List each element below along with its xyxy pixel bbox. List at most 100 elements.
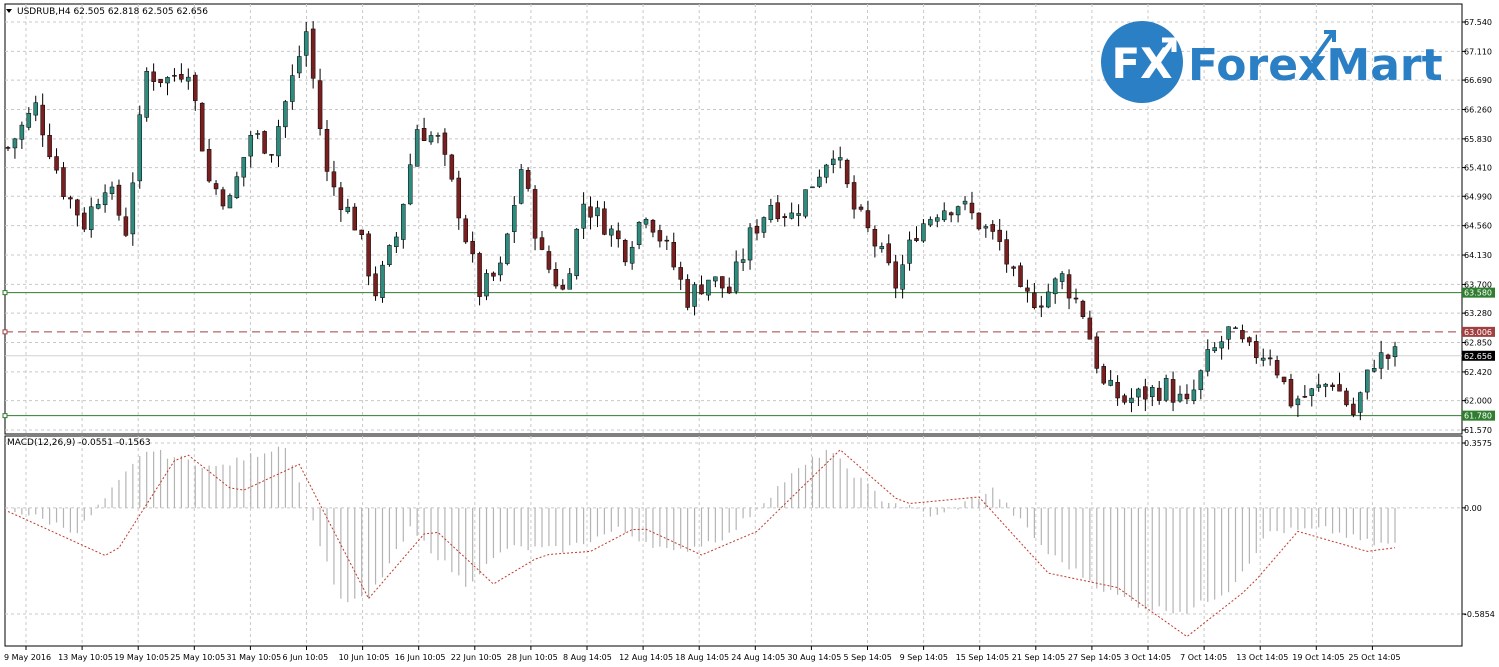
candle-body-bull (165, 77, 170, 84)
candle-body-bull (1046, 291, 1051, 308)
level-price-label: 63.006 (1464, 328, 1492, 337)
candle-body-bear (1087, 317, 1093, 340)
candle-body-bear (1351, 403, 1356, 416)
candle-body-bear (1143, 386, 1148, 400)
time-tick-label: 3 Oct 14:05 (1124, 653, 1171, 662)
candle-body-bear (1385, 354, 1391, 359)
candle-body-bull (928, 219, 933, 226)
candle-body-bear (477, 253, 482, 297)
time-tick-label: 27 Sep 14:05 (1068, 653, 1121, 662)
candle-body-bull (643, 219, 649, 225)
candle-body-bull (26, 112, 32, 128)
price-tick-label: 61.570 (1464, 426, 1492, 435)
candle-body-bear (192, 74, 198, 101)
candle-body-bear (1240, 330, 1245, 340)
candle-body-bear (1115, 382, 1120, 399)
price-tick-label: 65.830 (1464, 135, 1492, 144)
candle-body-bull (747, 227, 753, 261)
horizontal-levels: 63.580 63.006 62.656 61.780 (2, 287, 1495, 421)
candle-body-bear (1080, 300, 1086, 317)
price-tick-label: 64.990 (1464, 192, 1492, 201)
logo-arrow-icon (1148, 37, 1177, 72)
candle-body-bear (720, 276, 725, 289)
candle-body-bull (1260, 357, 1266, 361)
time-tick-label: 13 May 10:05 (58, 653, 113, 662)
macd-tick-label: 0.00 (1464, 504, 1482, 513)
candle-body-bear (1066, 274, 1072, 299)
candle-body-bull (907, 239, 912, 264)
candle-body-bear (657, 230, 663, 242)
candle-body-bull (581, 203, 586, 229)
time-tick-label: 12 Aug 14:05 (619, 653, 673, 662)
candle-body-bull (1191, 389, 1197, 401)
candle-body-bull (380, 264, 385, 298)
candle-body-bear (990, 224, 996, 232)
candle-body-bear (262, 131, 267, 154)
candle-body-bear (68, 197, 73, 200)
candle-body-bear (1267, 357, 1273, 360)
candle-body-bull (1371, 368, 1377, 372)
candle-body-bear (886, 243, 891, 264)
candle-body-bull (796, 213, 801, 216)
symbol-label: USDRUB,H4 62.505 62.818 62.505 62.656 (17, 7, 208, 17)
candle-body-bear (5, 147, 11, 149)
candle-body-bull (414, 129, 420, 167)
candle-body-bull (935, 217, 940, 222)
candle-body-bull (102, 192, 108, 206)
candle-body-bear (532, 189, 538, 239)
candle-body-bull (1108, 379, 1113, 386)
candle-body-bull (512, 205, 517, 232)
candle-body-bear (1018, 265, 1023, 287)
candle-body-bull (955, 206, 961, 216)
candle-body-bull (88, 206, 94, 230)
level-anchor-support (2, 290, 8, 296)
candle-body-bull (595, 207, 600, 217)
candle-body-bear (116, 184, 122, 216)
candle-body-bull (1378, 352, 1384, 369)
candle-body-bear (699, 284, 704, 295)
level-price-box (1462, 287, 1495, 298)
candle-body-bull (276, 126, 281, 157)
candle-body-bear (421, 128, 427, 141)
candle-body-bear (463, 218, 468, 243)
candle-body-bull (248, 134, 253, 157)
candle-body-bull (283, 101, 288, 128)
dropdown-triangle-icon[interactable] (6, 9, 12, 13)
level-price-label: 62.656 (1464, 352, 1492, 361)
candle-body-bear (373, 273, 378, 297)
candle-body-bear (151, 71, 156, 82)
price-panel-border (4, 3, 1463, 435)
candle-body-bull (130, 182, 136, 235)
level-price-box (1462, 410, 1495, 421)
candle-body-bear (664, 239, 670, 242)
candle-body-bear (1039, 305, 1044, 308)
candle-body-bear (685, 279, 690, 308)
candle-body-bull (636, 222, 642, 246)
price-tick-label: 63.700 (1464, 280, 1492, 289)
candle-body-bull (435, 135, 441, 137)
candle-body-bear (491, 272, 496, 277)
grid-lines (5, 4, 1462, 646)
candle-body-bull (761, 217, 767, 233)
candle-body-bull (733, 261, 739, 292)
candle-body-bull (1136, 388, 1141, 398)
candle-body-bear (893, 261, 898, 289)
candle-body-bull (109, 186, 115, 194)
candle-body-bear (331, 171, 337, 188)
candle-body-bear (1288, 379, 1294, 407)
candle-body-bull (1309, 388, 1315, 396)
candle-body-bear (1184, 393, 1190, 400)
candle-body-bull (1323, 383, 1328, 387)
candle-body-bull (227, 195, 233, 209)
candle-body-bear (199, 102, 205, 152)
logo-text: ForexMart (1188, 40, 1443, 91)
candle-body-bull (12, 138, 18, 149)
candle-body-bear (366, 233, 371, 277)
candle-body-bear (969, 202, 975, 214)
candle-body-bull (1129, 397, 1134, 404)
candle-body-bull (137, 114, 143, 182)
candle-body-bear (158, 78, 163, 83)
candle-body-bull (609, 228, 614, 236)
candle-body-bear (872, 228, 878, 247)
